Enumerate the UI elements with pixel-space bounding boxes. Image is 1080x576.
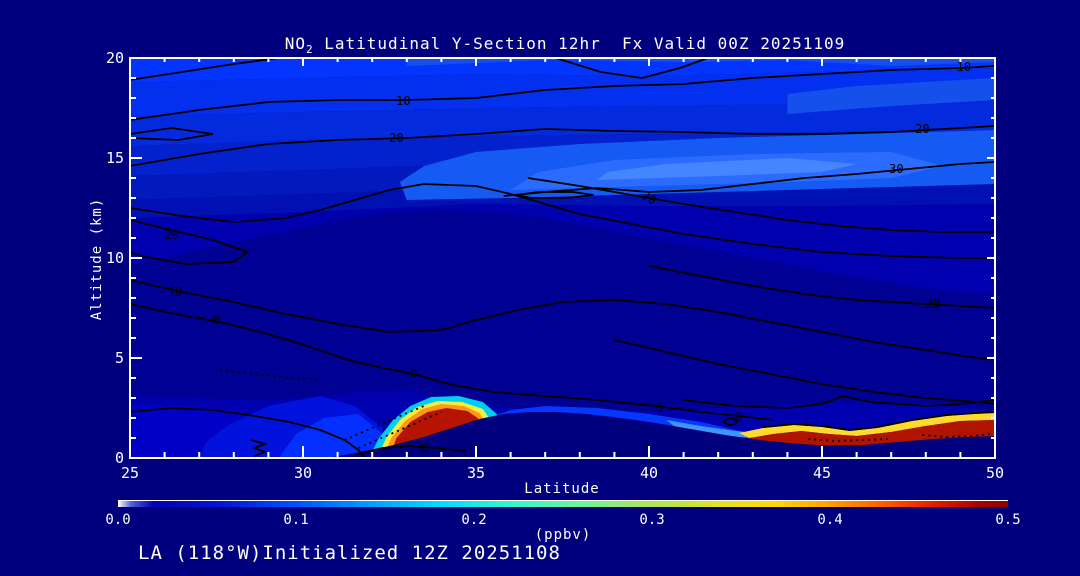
contour-value-label: 20	[915, 122, 929, 136]
y-tick-label: 0	[115, 449, 124, 467]
fill-region-plume-left-core	[278, 414, 383, 458]
contour-value-label: 10	[168, 285, 182, 299]
contour-value-label: 20	[639, 188, 659, 208]
x-tick-label: 35	[467, 464, 485, 482]
contour-value-label: 10	[957, 60, 971, 74]
x-axis-label: Latitude	[524, 481, 600, 497]
contour-value-label: 20	[389, 131, 403, 145]
fill-region-patch-top-right	[787, 78, 995, 114]
fill-region-plume-mid-light	[666, 420, 764, 438]
fill-region-patch-upper-right-3	[597, 158, 857, 180]
contour-line	[683, 395, 996, 409]
colorbar-tick-label: 0.1	[283, 512, 309, 528]
contour-line	[527, 177, 995, 233]
contour-line	[129, 183, 995, 259]
x-tick-label: 30	[294, 464, 312, 482]
contour-value-label: 0	[656, 401, 663, 415]
x-tick-label: 40	[640, 464, 658, 482]
contour-line	[250, 439, 268, 457]
contour-line-dotted	[344, 405, 425, 441]
fill-region-dark-dome	[130, 210, 995, 412]
contour-line	[129, 279, 996, 361]
contour-line	[129, 219, 250, 265]
y-axis-label: Altitude (km)	[89, 197, 105, 321]
contour-line	[555, 58, 709, 79]
colorbar-tick-label: 0.5	[995, 512, 1021, 528]
colorbar-tick-labels: 0.0 0.1 0.2 0.3 0.4 0.5	[0, 512, 1080, 530]
contour-value-label: 10	[396, 94, 410, 108]
colorbar-tick-label: 0.4	[817, 512, 843, 528]
fill-region-rightband-yellow	[739, 413, 995, 438]
y-tick-label: 20	[106, 49, 124, 67]
colorbar	[118, 500, 1008, 507]
contour-line	[354, 445, 466, 456]
contour-value-label: 0	[213, 313, 220, 327]
fill-region-band-19-20	[130, 58, 995, 82]
chart-title: NO2 Latitudinal Y-Section 12hr Fx Valid …	[284, 34, 846, 57]
fill-region-terrain	[327, 412, 995, 458]
contour-value-label: 30	[889, 162, 903, 176]
colorbar-units-label: (ppbv)	[534, 527, 592, 543]
contour-line	[129, 407, 366, 458]
contour-line	[648, 265, 996, 309]
contour-line	[129, 58, 279, 81]
init-info-text: LA (118°W)Initialized 12Z 20251108	[138, 542, 561, 564]
contour-line	[129, 65, 996, 121]
y-tick-label: 10	[106, 249, 124, 267]
contour-line	[721, 417, 739, 426]
contour-line	[129, 127, 214, 141]
fill-region-band-17	[130, 100, 995, 146]
colorbar-tick-label: 0.2	[461, 512, 487, 528]
contour-line-dotted	[808, 438, 888, 442]
contour-value-label: 0	[420, 441, 427, 455]
colorbar-tick-label: 0.0	[105, 512, 131, 528]
contour-value-label: 0	[410, 367, 417, 381]
contour-line	[503, 161, 996, 197]
colorbar-tick-label: 0.3	[639, 512, 665, 528]
contour-line	[517, 191, 594, 199]
contour-value-label: 20	[925, 297, 939, 311]
contour-line-dotted	[922, 433, 992, 438]
contour-value-label: 20	[164, 228, 178, 242]
x-tick-label: 45	[813, 464, 831, 482]
contour-line	[763, 411, 996, 431]
fill-region-band-13	[130, 184, 995, 218]
x-tick-label: 25	[121, 464, 139, 482]
contour-line	[129, 303, 774, 421]
contour-line	[129, 125, 996, 167]
y-tick-label: 5	[115, 349, 124, 367]
y-tick-label: 15	[106, 149, 124, 167]
fill-region-band-18	[130, 68, 995, 116]
contour-value-label: 0	[735, 410, 742, 424]
x-tick-label: 50	[986, 464, 1004, 482]
contour-line	[614, 339, 996, 405]
fill-region-patch-top-middle	[406, 58, 995, 66]
